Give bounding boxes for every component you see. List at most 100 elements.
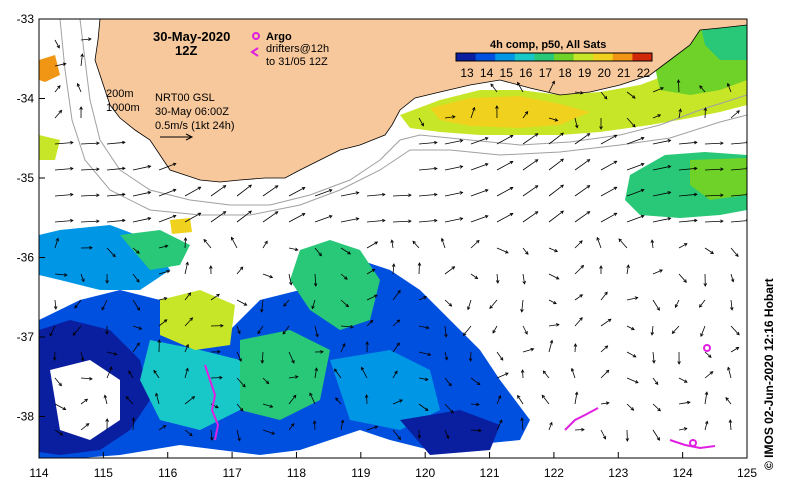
current-vector-head	[417, 435, 422, 439]
current-vector	[496, 187, 513, 197]
current-vector-head	[80, 53, 84, 58]
current-vector	[652, 87, 664, 93]
current-vector	[470, 189, 489, 197]
current-vector-head	[335, 397, 339, 402]
current-vector-head	[667, 191, 672, 195]
current-vector	[626, 265, 629, 275]
colorbar-frame	[455, 52, 653, 62]
current-vector-head	[191, 396, 196, 400]
colorbar-swatch	[514, 53, 535, 61]
current-vector-head	[613, 134, 618, 139]
current-vector-head	[586, 185, 591, 189]
current-vector-head	[448, 303, 453, 307]
current-vector-head	[203, 238, 207, 243]
current-vector-head	[344, 276, 348, 280]
current-vector	[704, 168, 724, 171]
current-vector-head	[185, 343, 189, 348]
current-vector	[366, 241, 378, 249]
current-vector-head	[613, 160, 618, 165]
current-vector-head	[294, 375, 299, 379]
current-vector-head	[499, 419, 503, 424]
current-vector-head	[541, 394, 546, 399]
current-vector	[496, 351, 504, 361]
current-vector	[366, 320, 373, 327]
current-vector-head	[96, 219, 100, 224]
current-vector-head	[534, 159, 539, 163]
current-vector	[128, 370, 134, 379]
current-vector-head	[301, 213, 306, 217]
current-vector-head	[147, 165, 152, 169]
current-vector-head	[147, 191, 152, 195]
current-vector-head	[490, 83, 494, 88]
current-vector	[106, 247, 116, 257]
current-vector	[521, 417, 524, 431]
current-vector	[158, 215, 176, 223]
current-vector-head	[288, 281, 293, 286]
current-vector-head	[509, 187, 514, 191]
current-vector	[288, 187, 305, 197]
current-vector	[541, 395, 550, 405]
current-vector-head	[534, 211, 539, 215]
current-vector	[470, 351, 472, 362]
contour-200m-label: 200m	[106, 88, 134, 100]
current-vector	[54, 299, 57, 310]
current-vector-head	[70, 166, 74, 171]
current-vector-head	[700, 333, 704, 337]
current-vector	[132, 325, 142, 330]
current-vector-head	[105, 418, 109, 422]
current-vector-head	[76, 82, 81, 87]
current-vector-head	[274, 185, 279, 189]
current-vector	[496, 213, 513, 223]
current-vector	[675, 299, 680, 308]
colorbar-swatch	[495, 53, 516, 61]
current-vector-head	[694, 166, 698, 171]
current-vector-head	[551, 80, 555, 85]
current-vector-head	[231, 236, 235, 241]
current-vector	[261, 299, 264, 312]
current-vector-head	[632, 123, 636, 128]
current-vector	[158, 319, 168, 327]
current-vector	[288, 273, 292, 285]
current-vector-head	[517, 81, 521, 86]
current-vector-head	[459, 165, 464, 169]
current-vector-head	[89, 376, 93, 381]
current-vector-head	[320, 350, 324, 354]
current-vector-head	[96, 167, 100, 172]
current-vector-head	[694, 192, 698, 197]
current-vector	[548, 273, 559, 280]
current-vector	[158, 297, 167, 301]
current-vector	[730, 299, 733, 310]
map-date: 30-May-2020	[153, 29, 230, 44]
current-vector	[626, 189, 645, 197]
current-vector	[132, 217, 151, 223]
current-vector	[72, 325, 82, 336]
current-vector-head	[705, 420, 709, 425]
current-vector	[444, 429, 449, 439]
current-vector-head	[450, 409, 454, 414]
current-vector-head	[451, 266, 456, 270]
current-vector-head	[630, 407, 635, 411]
current-vector	[678, 219, 697, 223]
current-vector	[704, 392, 708, 405]
current-vector-head	[340, 419, 345, 424]
current-vector-head	[153, 369, 157, 374]
current-vector	[392, 220, 412, 223]
current-vector-head	[271, 431, 276, 435]
current-vector	[418, 262, 420, 275]
current-vector	[704, 247, 714, 254]
current-vector-head	[604, 345, 609, 349]
current-vector-head	[657, 407, 661, 412]
current-vector	[210, 429, 213, 441]
current-vector-head	[694, 218, 698, 223]
current-vector-head	[542, 370, 547, 375]
current-vector	[418, 142, 437, 145]
current-vector	[522, 348, 534, 353]
current-vector	[262, 240, 268, 249]
current-vector	[467, 299, 472, 310]
current-vector	[261, 351, 264, 364]
current-vector	[489, 299, 498, 309]
current-vector	[236, 351, 242, 362]
current-vector	[548, 247, 558, 252]
latitude-axis: -33 -34 -35 -36 -37 -38	[17, 12, 45, 424]
current-vector-head	[361, 366, 365, 371]
